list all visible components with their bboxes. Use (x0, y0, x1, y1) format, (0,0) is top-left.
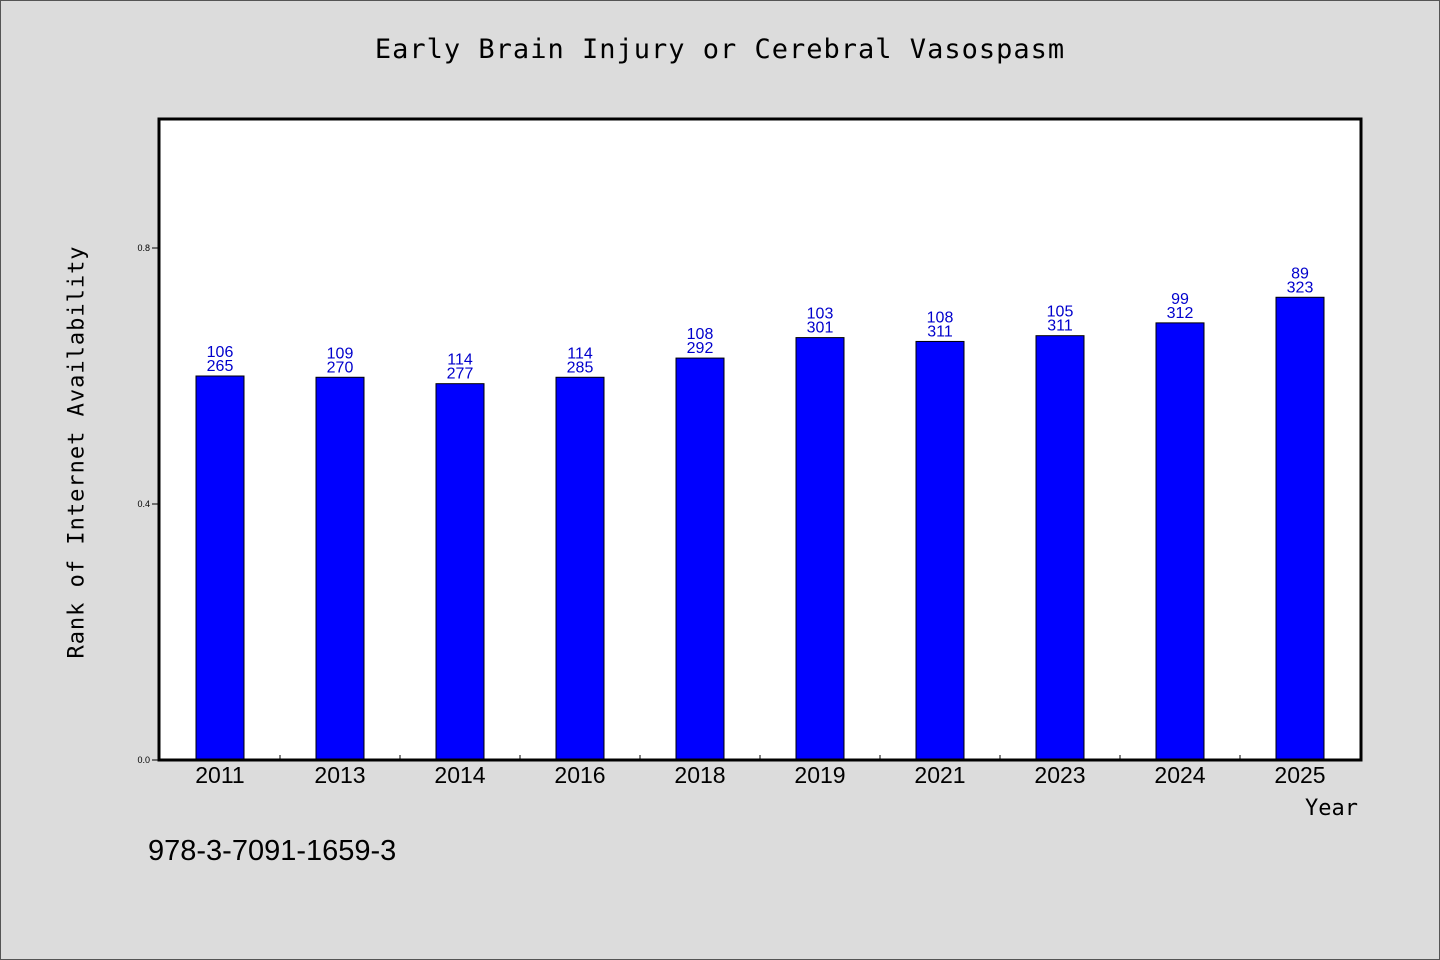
data-label-top-2025: 89 (1291, 265, 1309, 282)
data-label-top-2023: 105 (1047, 304, 1074, 321)
data-label-top-2016: 114 (567, 345, 593, 362)
plot-border (157, 117, 1363, 762)
data-label-top-2021: 108 (927, 309, 954, 326)
bar-2011 (195, 375, 245, 761)
x-axis-label: Year (1305, 796, 1358, 821)
bar-2024 (1155, 322, 1205, 761)
x-tick-label-2011: 2011 (195, 762, 244, 788)
x-tick-label-2021: 2021 (914, 762, 965, 788)
data-label-bottom-2013: 270 (327, 359, 354, 376)
bar-2018 (675, 357, 725, 761)
bar-2021 (915, 340, 965, 761)
bars-layer (195, 296, 1325, 761)
x-tick-label-2016: 2016 (554, 762, 605, 788)
axis-layer: 2011 2013 2014 2016 2018 2019 2021 2023 2024 2025… (137, 243, 1325, 788)
x-tick-label-2025: 2025 (1274, 762, 1325, 788)
bar-2016 (555, 376, 605, 761)
data-label-bottom-2011: 265 (207, 358, 234, 375)
data-label-top-2019: 103 (807, 306, 834, 323)
data-label-bottom-2018: 292 (687, 340, 714, 357)
x-tick-label-2013: 2013 (314, 762, 365, 788)
x-tick-label-2014: 2014 (434, 762, 485, 788)
x-tick-label-2024: 2024 (1154, 762, 1205, 788)
bar-2025 (1275, 296, 1325, 761)
data-label-bottom-2024: 312 (1167, 305, 1194, 322)
data-label-top-2011: 106 (207, 344, 234, 361)
bar-2014 (435, 383, 485, 761)
data-label-top-2014: 114 (447, 352, 473, 369)
isbn-footnote: 978-3-7091-1659-3 (148, 835, 397, 867)
y-tick-label: 0.0 (137, 755, 150, 765)
data-label-bottom-2025: 323 (1287, 279, 1314, 296)
data-label-bottom-2016: 285 (567, 359, 594, 376)
data-label-top-2024: 99 (1171, 291, 1189, 308)
y-tick-label: 0.8 (137, 243, 150, 253)
bar-2023 (1035, 335, 1085, 761)
y-tick-label: 0.4 (137, 499, 150, 509)
x-tick-label-2019: 2019 (794, 762, 845, 788)
bar-2013 (315, 376, 365, 761)
data-label-bottom-2023: 311 (1047, 318, 1073, 335)
data-label-top-2013: 109 (327, 345, 354, 362)
data-label-bottom-2019: 301 (807, 320, 834, 337)
bar-2019 (795, 337, 845, 761)
x-tick-label-2018: 2018 (674, 762, 725, 788)
y-axis-label: Rank of Internet Availability (64, 245, 90, 659)
chart-title: Early Brain Injury or Cerebral Vasospasm (374, 34, 1066, 65)
data-label-top-2018: 108 (687, 326, 714, 343)
x-tick-label-2023: 2023 (1034, 762, 1085, 788)
data-label-bottom-2021: 311 (927, 323, 953, 340)
data-label-bottom-2014: 277 (447, 366, 474, 383)
